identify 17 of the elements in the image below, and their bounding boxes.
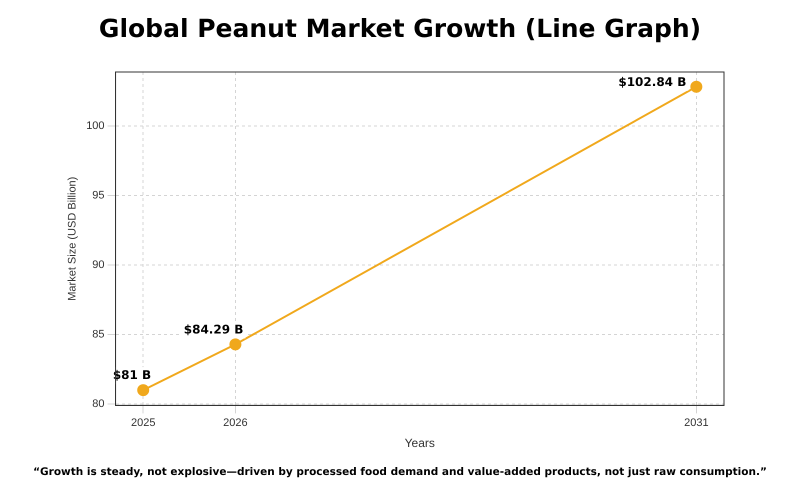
y-tick-label: 80 — [92, 398, 105, 410]
text: “Growth is steady, not explosive—driven by processed food demand and value-added products, not just raw consumption.” — [32, 466, 768, 478]
point — [137, 384, 150, 396]
y-tick-label: 85 — [92, 328, 105, 341]
y-tick-label: 100 — [86, 120, 105, 132]
x-tick-label: 2026 — [223, 417, 248, 430]
x-tick-label: 2025 — [130, 417, 156, 430]
y-tick-label: 95 — [92, 190, 105, 202]
y-tick-label: 90 — [92, 259, 105, 272]
y-axis-title: Market Size (USD Billion) — [66, 176, 79, 301]
chart-title: Global Peanut Market Growth (Line Graph) — [98, 14, 702, 43]
point — [229, 338, 242, 350]
point — [690, 80, 702, 93]
x-tick-label: 2031 — [684, 417, 709, 430]
data-label: $102.84 B — [618, 74, 686, 89]
data-label: $84.29 B — [184, 322, 244, 337]
x-axis-title: Years — [404, 436, 435, 450]
